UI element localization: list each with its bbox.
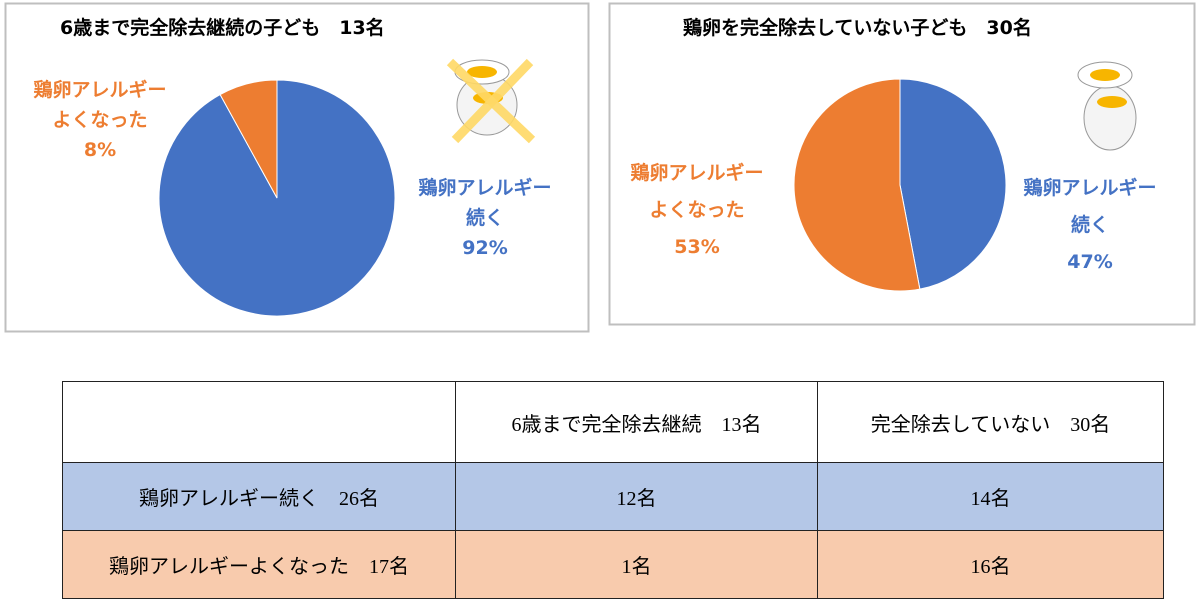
chart-title: 鶏卵を完全除去していない子ども 30名 <box>683 17 1032 39</box>
pie-slice <box>793 78 921 292</box>
slice-category: 鶏卵アレルギーよくなった <box>630 162 764 221</box>
slice-category: 鶏卵アレルギーよくなった <box>33 79 167 131</box>
chart-title: 6歳まで完全除去継続の子ども 13名 <box>60 17 385 39</box>
slice-label: 鶏卵アレルギー続く 47% <box>1022 170 1159 281</box>
table-cell: 1名 <box>455 530 818 599</box>
table-corner <box>62 381 456 463</box>
table-cell: 12名 <box>455 462 818 531</box>
slice-label: 鶏卵アレルギーよくなった 53% <box>629 155 766 266</box>
pie-slice <box>899 78 1007 290</box>
table-cell: 14名 <box>817 462 1164 531</box>
slice-category: 鶏卵アレルギー続く <box>1023 177 1157 236</box>
slice-value-label: 92% <box>462 237 508 259</box>
slice-value-label: 8% <box>83 139 117 161</box>
egg-illustration <box>1077 61 1137 151</box>
summary-table: 6歳まで完全除去継続 13名 完全除去していない 30名 鶏卵アレルギー続く 2… <box>62 381 1164 599</box>
table-header: 6歳まで完全除去継続 13名 <box>455 381 818 463</box>
slice-label: 鶏卵アレルギー続く 92% <box>417 173 554 263</box>
slice-value-label: 47% <box>1067 251 1113 273</box>
row-header: 鶏卵アレルギーよくなった 17名 <box>62 530 456 599</box>
table-header: 完全除去していない 30名 <box>817 381 1164 463</box>
slice-category: 鶏卵アレルギー続く <box>418 177 552 229</box>
table-cell: 16名 <box>817 530 1164 599</box>
slice-value-label: 53% <box>674 236 720 258</box>
pie-slice <box>219 79 278 199</box>
slice-label: 鶏卵アレルギーよくなった 8% <box>32 75 169 165</box>
egg-illustration <box>446 58 536 144</box>
row-header: 鶏卵アレルギー続く 26名 <box>62 462 456 531</box>
